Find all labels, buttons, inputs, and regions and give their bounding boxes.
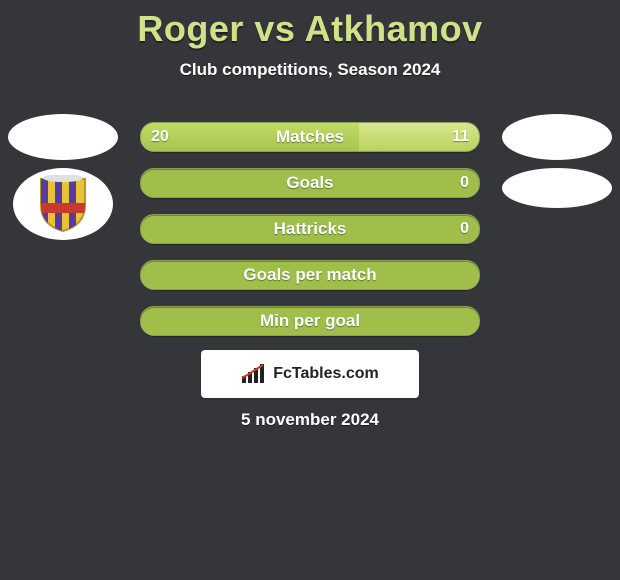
stat-value-right: 11 bbox=[452, 123, 469, 151]
stat-bar: 0Goals bbox=[140, 168, 480, 198]
stat-value-right: 0 bbox=[460, 169, 469, 197]
stat-bar: 2011Matches bbox=[140, 122, 480, 152]
stat-label: Goals per match bbox=[141, 261, 479, 289]
stat-bar: Goals per match bbox=[140, 260, 480, 290]
brand-badge: FcTables.com bbox=[201, 350, 419, 398]
stat-bar-fill-left bbox=[141, 123, 359, 151]
page-subtitle: Club competitions, Season 2024 bbox=[0, 60, 620, 80]
stat-label: Goals bbox=[141, 169, 479, 197]
player-right-oval bbox=[502, 114, 612, 160]
player-right-column bbox=[502, 114, 612, 208]
comparison-bars: 2011Matches0Goals0HattricksGoals per mat… bbox=[140, 122, 480, 352]
brand-text: FcTables.com bbox=[273, 365, 379, 383]
infographic-root: Roger vs Atkhamov Club competitions, Sea… bbox=[0, 0, 620, 580]
bar-chart-icon bbox=[241, 364, 267, 384]
stat-bar: 0Hattricks bbox=[140, 214, 480, 244]
footer-date: 5 november 2024 bbox=[0, 410, 620, 430]
player-left-oval bbox=[8, 114, 118, 160]
stat-bar: Min per goal bbox=[140, 306, 480, 336]
player-left-column bbox=[8, 114, 118, 240]
shield-icon bbox=[37, 175, 89, 233]
page-title: Roger vs Atkhamov bbox=[0, 0, 620, 50]
club-crest-right-placeholder bbox=[502, 168, 612, 208]
club-crest-left bbox=[13, 168, 113, 240]
stat-value-right: 0 bbox=[460, 215, 469, 243]
stat-value-left: 20 bbox=[151, 123, 169, 151]
stat-label: Hattricks bbox=[141, 215, 479, 243]
stat-label: Min per goal bbox=[141, 307, 479, 335]
